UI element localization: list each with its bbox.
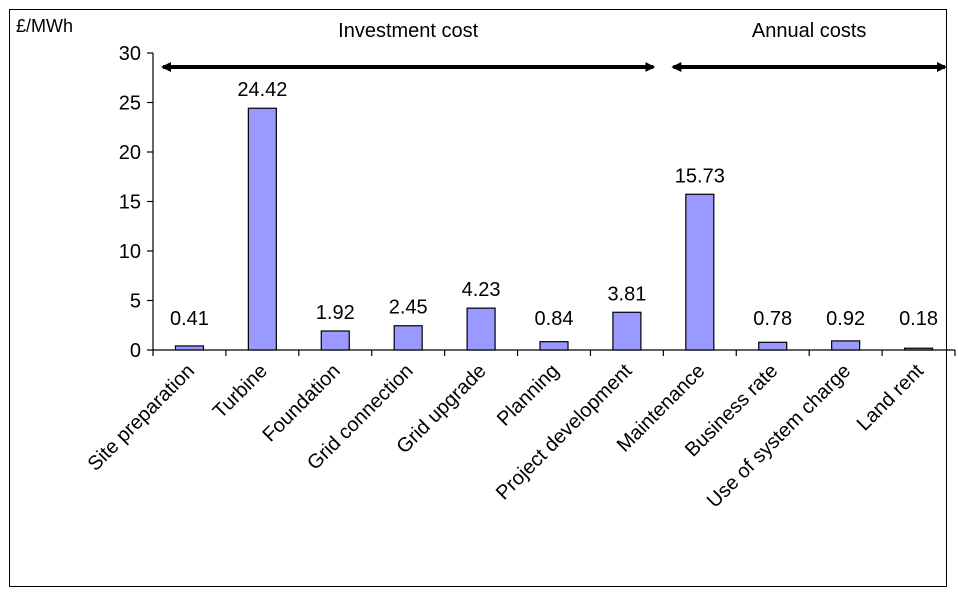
data-label: 1.92 xyxy=(316,302,355,324)
y-tick-label: 20 xyxy=(119,142,141,164)
chart-frame xyxy=(9,9,947,587)
y-tick-label: 30 xyxy=(119,43,141,65)
data-label: 15.73 xyxy=(675,165,725,187)
data-label: 0.92 xyxy=(826,308,865,330)
bar-foundation xyxy=(320,330,350,351)
data-label: 2.45 xyxy=(389,297,428,319)
bar-turbine xyxy=(247,107,277,351)
bar-land-rent xyxy=(903,347,934,351)
bar-maintenance xyxy=(685,193,715,351)
bar-planning xyxy=(539,341,569,351)
bar-use-of-system-charge xyxy=(831,340,861,351)
data-label: 4.23 xyxy=(462,279,501,301)
y-tick-label: 15 xyxy=(119,192,141,214)
category-label-land-rent: Land rent xyxy=(853,360,929,436)
data-label: 3.81 xyxy=(607,283,646,305)
bar-business-rate xyxy=(758,341,788,351)
bar-project-development xyxy=(612,311,642,351)
data-label: 0.78 xyxy=(753,308,792,330)
data-label: 0.41 xyxy=(170,308,209,330)
y-tick-label: 25 xyxy=(119,93,141,115)
span-label-investment-cost: Investment cost xyxy=(338,20,479,42)
bar-grid-connection xyxy=(393,325,423,351)
data-label: 0.84 xyxy=(535,308,574,330)
y-tick-label: 0 xyxy=(130,340,141,362)
data-label: 24.42 xyxy=(237,79,287,101)
span-label-annual-costs: Annual costs xyxy=(752,20,867,42)
bar-grid-upgrade xyxy=(466,307,496,351)
y-unit-label: £/MWh xyxy=(16,16,73,36)
data-label: 0.18 xyxy=(899,308,938,330)
y-tick-label: 5 xyxy=(130,291,141,313)
y-tick-label: 10 xyxy=(119,241,141,263)
category-label-planning: Planning xyxy=(493,360,564,431)
category-label-site-preparation: Site preparation xyxy=(84,360,199,475)
category-label-turbine: Turbine xyxy=(209,360,272,423)
bar-site-preparation xyxy=(174,345,205,351)
category-label-project-development: Project development xyxy=(492,360,637,505)
category-label-use-of-system-charge: Use of system charge xyxy=(703,360,855,512)
